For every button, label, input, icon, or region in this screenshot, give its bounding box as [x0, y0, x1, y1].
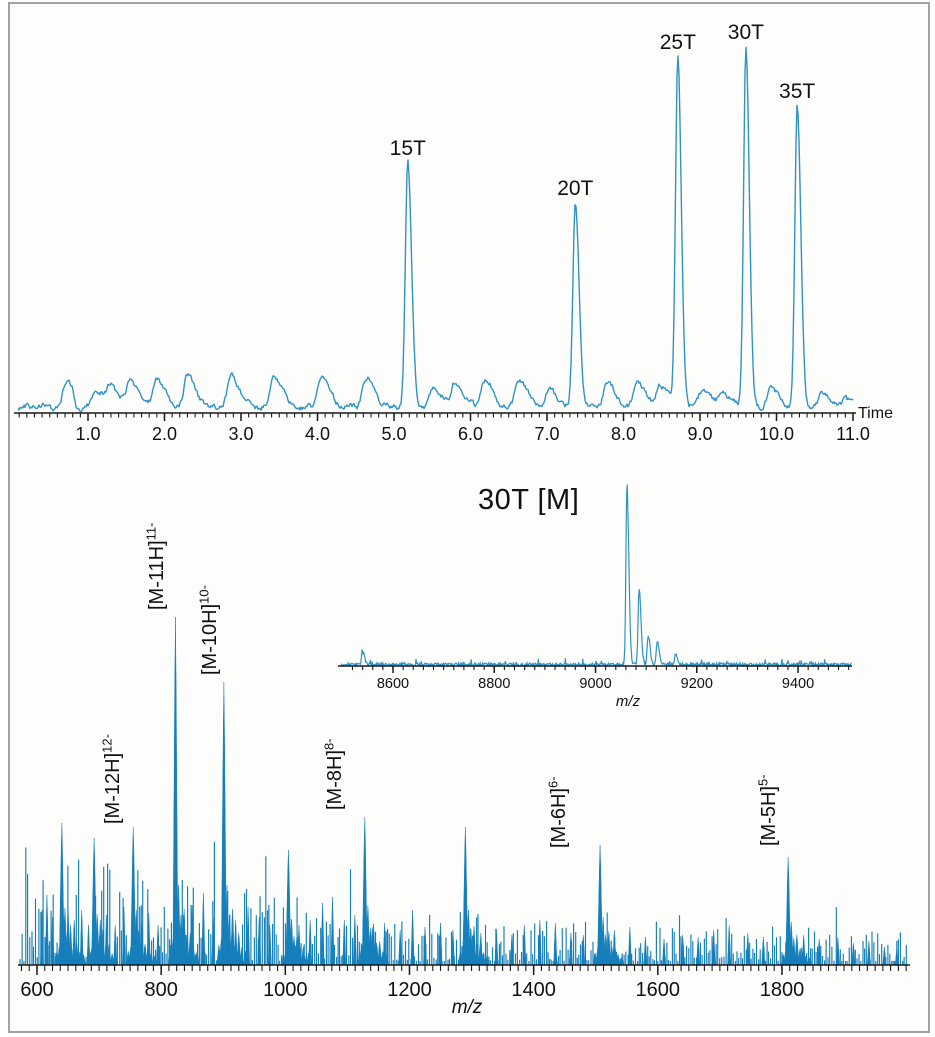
- time-axis-tick-label: 8.0: [611, 424, 636, 444]
- inset-mz-axis-tick-labels: 8600 8800 9000 9200 9400: [377, 676, 814, 692]
- time-axis: [14, 412, 856, 421]
- labeled-charge-state-peak: [172, 616, 179, 966]
- time-axis-tick-label: 4.0: [305, 424, 330, 444]
- charge-state-label: [M-12H]12-: [99, 734, 125, 824]
- charge-state-label-base: [M-12H]: [102, 752, 125, 824]
- time-axis-tick-label: 2.0: [152, 424, 177, 444]
- medium-peak: [882, 946, 887, 966]
- inset-mz-axis-tick-label: 8800: [478, 676, 510, 692]
- inset-spectrum-trace: [340, 484, 852, 669]
- medium-peak: [156, 924, 160, 966]
- medium-peak: [696, 936, 701, 966]
- medium-peak: [201, 892, 206, 966]
- inset-mz-axis-tick-label: 9000: [579, 676, 611, 692]
- charge-state-label: [M-6H]6-: [545, 776, 571, 848]
- inset-mz-axis-tick-label: 9200: [681, 676, 713, 692]
- medium-peak: [320, 902, 325, 966]
- charge-state-label: [M-5H]5-: [755, 774, 781, 846]
- medium-peak: [628, 926, 632, 966]
- mz-axis-tick-label: 600: [20, 979, 53, 1001]
- charge-state-label-superscript: 8-: [321, 738, 337, 750]
- chromatogram-peak-label: 25T: [659, 31, 696, 54]
- charge-state-label: [M-11H]11-: [143, 522, 169, 610]
- inset-mz-axis-label: m/z: [615, 693, 641, 710]
- charge-state-label-base: [M-10H]: [198, 603, 221, 675]
- time-axis-tick-label: 5.0: [381, 424, 406, 444]
- mz-axis-tick-label: 1800: [760, 979, 805, 1001]
- medium-peak: [867, 940, 871, 966]
- chromatogram-peak-label: 35T: [779, 80, 816, 103]
- charge-state-label-superscript: 10-: [196, 585, 212, 604]
- medium-peak: [352, 914, 357, 966]
- charge-state-label-base: [M-8H]: [323, 750, 346, 810]
- medium-peak: [494, 928, 499, 966]
- time-axis-tick-labels: 1.0 2.0 3.0 4.0 5.0 6.0 7.0 8.0 9.0 10.0 11.0: [75, 424, 869, 444]
- medium-peak: [745, 932, 750, 966]
- time-axis-tick-label: 3.0: [228, 424, 253, 444]
- chromatogram-trace: [17, 46, 854, 413]
- medium-peak: [643, 936, 648, 966]
- time-axis-tick-label: 9.0: [687, 424, 712, 444]
- mz-axis-label: m/z: [451, 997, 483, 1018]
- medium-peak: [727, 924, 732, 966]
- mz-axis-tick-labels: 600 800 1000 1200 1400 1600 1800: [20, 979, 804, 1001]
- mz-axis: [18, 964, 910, 975]
- medium-peak: [410, 909, 415, 966]
- mz-axis-tick-label: 1400: [511, 979, 556, 1001]
- inset-title: 30T [M]: [478, 484, 580, 516]
- charge-state-label-superscript: 12-: [99, 734, 115, 753]
- charge-state-label: [M-8H]8-: [321, 738, 346, 810]
- medium-peak: [851, 942, 856, 966]
- charge-state-label-base: [M-11H]: [146, 540, 169, 610]
- chromatogram-peak-label: 20T: [557, 177, 594, 200]
- time-axis-tick-label: 7.0: [534, 424, 559, 444]
- charge-state-label-superscript: 11-: [143, 522, 159, 541]
- time-axis-tick-label: 6.0: [458, 424, 483, 444]
- time-axis-tick-label: 1.0: [75, 424, 100, 444]
- time-axis-label: Time: [858, 405, 893, 422]
- charge-state-label: [M-10H]10-: [196, 585, 221, 675]
- medium-peak: [45, 894, 49, 966]
- time-axis-tick-label: 11.0: [836, 424, 870, 444]
- inset-mz-axis: [338, 665, 852, 673]
- charge-state-label-base: [M-6H]: [548, 788, 571, 848]
- time-axis-tick-label: 10.0: [759, 424, 794, 444]
- labeled-charge-state-peak: [221, 681, 227, 966]
- charge-state-label-base: [M-5H]: [758, 786, 781, 846]
- inset-mz-axis-tick-label: 9400: [782, 676, 814, 692]
- medium-peak: [330, 896, 335, 966]
- medium-peak: [662, 938, 666, 966]
- mz-axis-tick-label: 1200: [387, 979, 432, 1001]
- charge-state-label-superscript: 5-: [755, 774, 771, 786]
- charge-state-label-superscript: 6-: [545, 776, 561, 788]
- mz-axis-tick-label: 1600: [636, 979, 681, 1001]
- inset-mz-axis-tick-label: 8600: [377, 676, 409, 692]
- medium-peak: [398, 929, 403, 966]
- chromatogram-peak-label: 30T: [727, 21, 764, 44]
- chromatogram-peak-label: 15T: [389, 137, 426, 160]
- mz-axis-tick-label: 1000: [263, 979, 308, 1001]
- figure-border: [8, 2, 930, 1033]
- medium-peak: [342, 919, 347, 966]
- mz-axis-tick-label: 800: [144, 979, 177, 1001]
